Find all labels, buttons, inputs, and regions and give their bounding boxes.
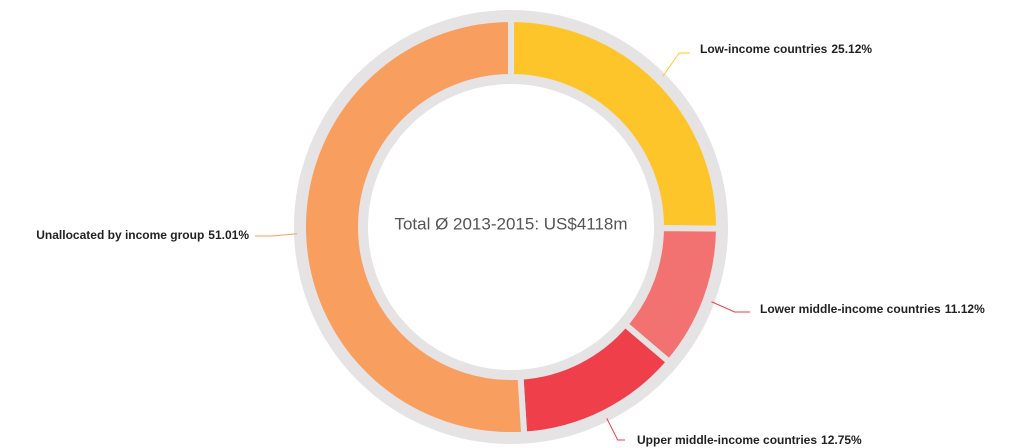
slice-label: Low-income countries 25.12% [700,42,872,56]
slice-label: Upper middle-income countries 12.75% [637,433,862,447]
category-name: Upper middle-income countries [637,433,817,447]
value-label: 51.01% [208,228,249,242]
category-name: Lower middle-income countries [760,302,941,316]
leader-line [662,52,690,77]
slice-label: Lower middle-income countries 11.12% [760,302,985,316]
slice-label: Unallocated by income group 51.01% [36,228,249,242]
category-name: Low-income countries [700,42,828,56]
slice [517,320,674,438]
value-label: 12.75% [821,433,862,447]
leader-line [711,301,750,313]
center-label: Total Ø 2013-2015: US$4118m [394,214,627,233]
value-label: 11.12% [945,302,985,316]
slice [300,15,528,438]
leader-line [606,418,625,441]
value-label: 25.12% [831,42,872,56]
leader-line [255,233,298,237]
category-name: Unallocated by income group [36,228,204,242]
